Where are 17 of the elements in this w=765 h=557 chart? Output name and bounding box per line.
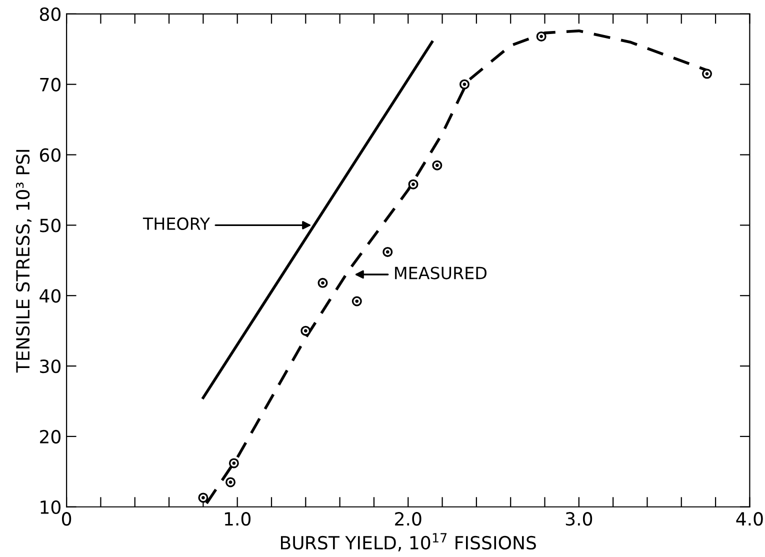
y-tick-label: 20 (40, 430, 60, 444)
x-tick-label: 1.0 (224, 512, 250, 526)
annotation: THEORY (142, 217, 210, 230)
x-tick-label: 3.0 (566, 512, 592, 526)
y-tick-label: 50 (40, 218, 60, 232)
y-tick-label: 60 (40, 148, 60, 162)
annotation: MEASURED (395, 266, 486, 280)
y-tick-label: 80 (40, 7, 60, 22)
x-tick-label: 2.0 (395, 512, 422, 526)
y-tick-label: 10 (40, 500, 60, 514)
x-axis-title: BURST YIELD, 10$^{17}$ FISSIONS (280, 533, 536, 552)
y-tick-label: 70 (40, 78, 60, 92)
x-tick-label: 0 (62, 512, 72, 526)
x-tick-label: 4.0 (736, 512, 763, 526)
y-tick-label: 30 (40, 359, 60, 374)
y-tick-label: 40 (40, 289, 60, 303)
y-axis-title: TENSILE STRESS, 10³ PSI (16, 150, 32, 373)
